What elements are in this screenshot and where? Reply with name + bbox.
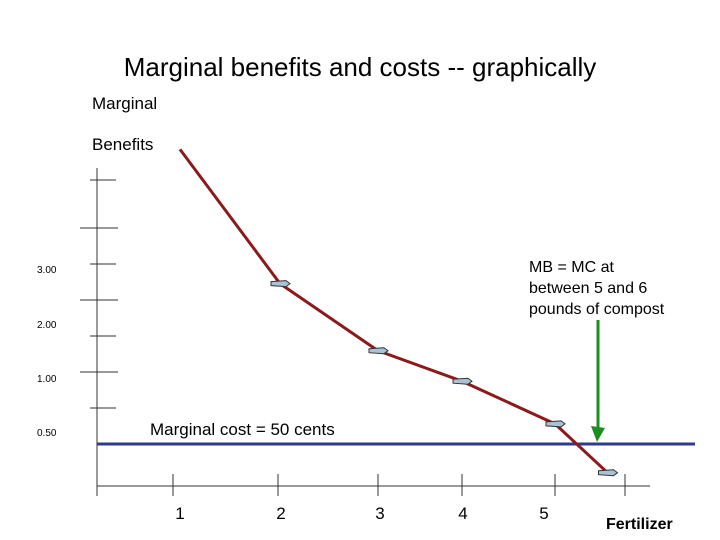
y-axis-label-line-2: Benefits <box>92 135 154 154</box>
data-point <box>545 420 566 428</box>
x-tick-label-3: 3 <box>375 504 385 523</box>
annotation-mb-equals-mc: MB = MC at between 5 and 6 pounds of com… <box>529 257 664 320</box>
annotation-line-1: MB = MC at <box>529 259 614 276</box>
x-tick-label-4: 4 <box>458 504 468 523</box>
x-tick-label-5: 5 <box>539 504 549 523</box>
arrow-head <box>591 426 605 442</box>
annotation-arrow <box>591 320 605 442</box>
annotation-line-2: between 5 and 6 <box>529 280 648 297</box>
data-point <box>452 377 473 385</box>
series-line <box>178 148 609 474</box>
x-axis-label: Fertilizer <box>606 516 673 533</box>
data-point <box>270 280 291 288</box>
x-axis-ticks <box>96 474 626 496</box>
x-tick-label-2: 2 <box>276 504 286 523</box>
y-tick-label-1: 1.00 <box>37 374 57 385</box>
marginal-cost-label: Marginal cost = 50 cents <box>150 420 335 439</box>
data-point <box>368 347 389 355</box>
y-tick-label-3: 3.00 <box>37 265 57 276</box>
data-point <box>598 469 619 477</box>
y-axis-ticks <box>80 179 118 409</box>
x-tick-label-1: 1 <box>175 504 185 523</box>
chart-title: Marginal benefits and costs -- graphical… <box>123 52 597 82</box>
y-tick-label-0-5: 0.50 <box>37 428 57 439</box>
annotation-line-3: pounds of compost <box>529 301 665 318</box>
series-marginal-benefit <box>178 148 619 477</box>
y-axis-label-line-1: Marginal <box>92 94 158 113</box>
y-tick-label-2: 2.00 <box>37 320 57 331</box>
